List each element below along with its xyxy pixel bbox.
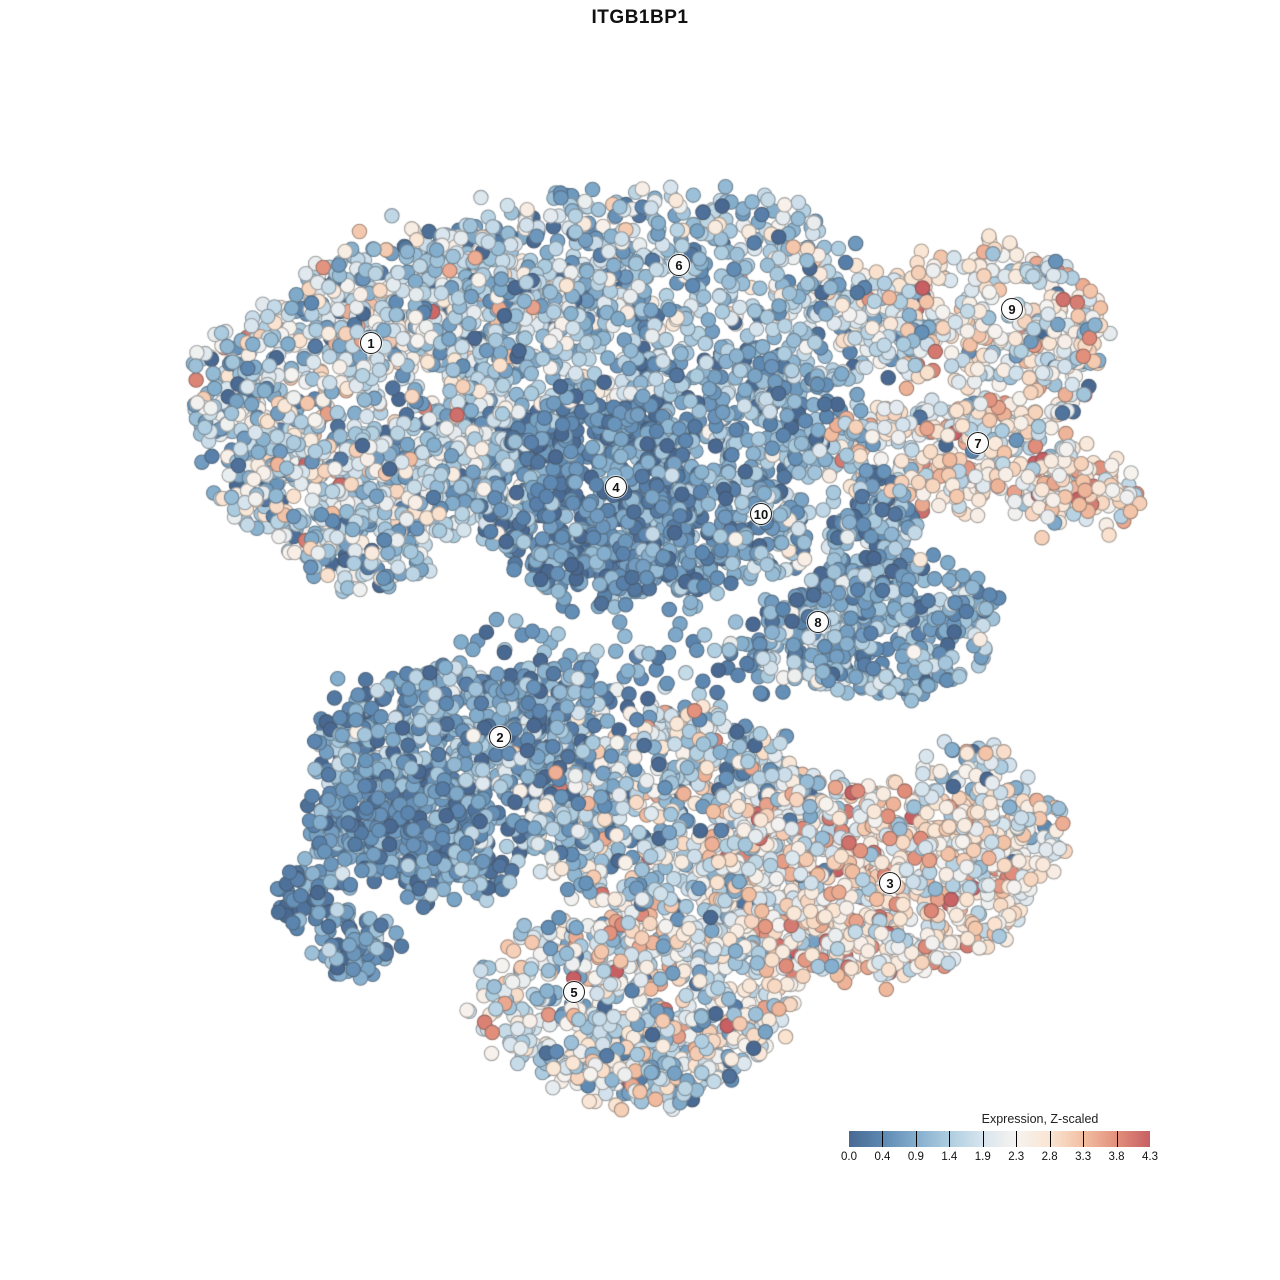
cluster-label-text: 1: [367, 335, 375, 351]
cluster-label-8: 8: [807, 611, 829, 633]
cluster-label-text: 7: [974, 435, 982, 451]
cluster-label-text: 5: [570, 984, 578, 1000]
cluster-label-1: 1: [360, 332, 382, 354]
cluster-label-text: 2: [496, 729, 504, 745]
cluster-label-6: 6: [668, 254, 690, 276]
cluster-label-5: 5: [563, 981, 585, 1003]
cluster-label-4: 4: [605, 476, 627, 498]
cluster-label-2: 2: [489, 726, 511, 748]
cluster-label-7: 7: [967, 432, 989, 454]
cluster-label-text: 10: [753, 506, 769, 522]
cluster-label-10: 10: [750, 503, 772, 525]
cluster-label-3: 3: [879, 872, 901, 894]
chart-title: ITGB1BP1: [591, 7, 689, 28]
cluster-label-text: 9: [1008, 301, 1016, 317]
cluster-label-text: 6: [675, 257, 683, 273]
cluster-label-9: 9: [1001, 298, 1023, 320]
cluster-label-text: 8: [814, 614, 822, 630]
cluster-label-text: 3: [886, 875, 894, 891]
cluster-label-text: 4: [612, 479, 620, 495]
